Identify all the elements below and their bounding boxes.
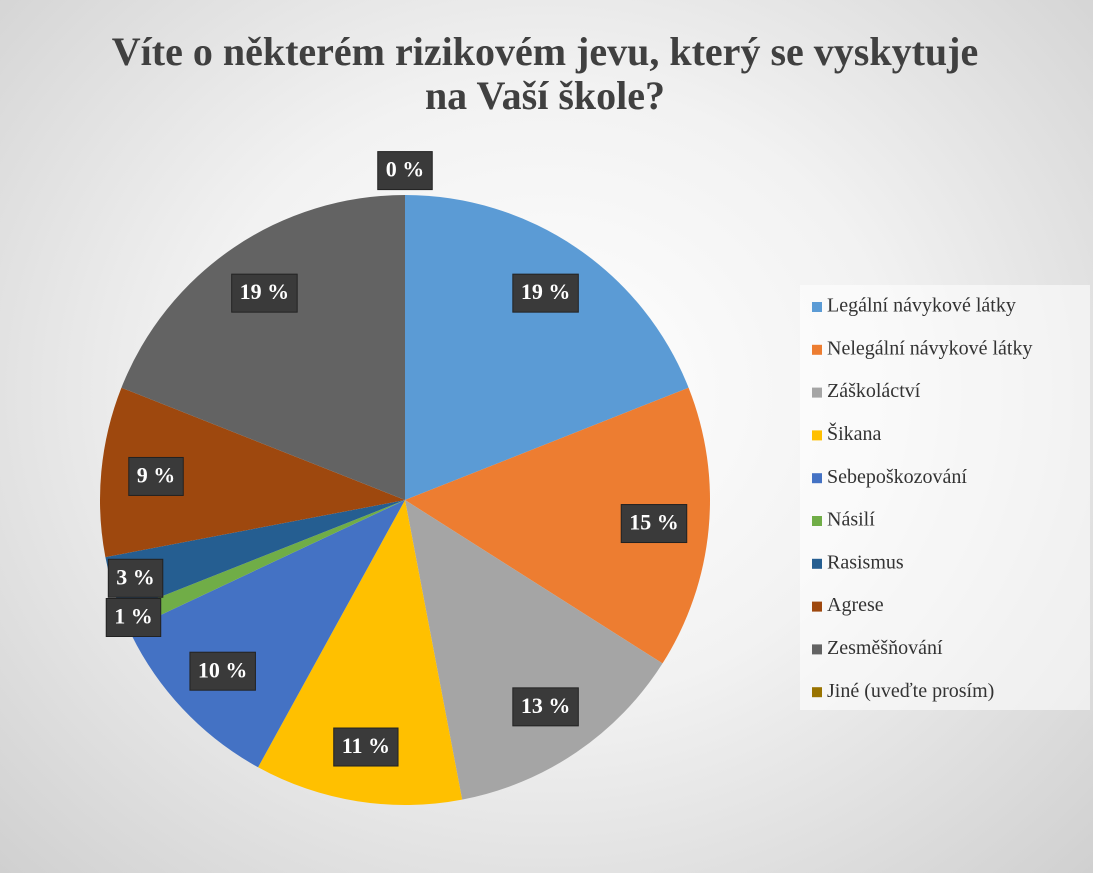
legend-swatch bbox=[812, 344, 822, 355]
legend-label: Jiné (uveďte prosím) bbox=[827, 680, 994, 702]
pie-slice bbox=[121, 500, 405, 630]
data-label-box bbox=[512, 687, 579, 727]
legend-label: Sebepoškozování bbox=[827, 466, 967, 488]
data-label-box bbox=[512, 273, 579, 313]
legend-swatch bbox=[812, 644, 822, 655]
data-label: 9 % bbox=[137, 463, 176, 488]
data-label-box bbox=[377, 151, 433, 191]
data-label-box bbox=[128, 456, 184, 496]
legend-swatch bbox=[812, 558, 822, 569]
legend-label: Šikana bbox=[827, 421, 882, 445]
legend-label: Rasismus bbox=[827, 551, 904, 573]
legend-label: Legální návykové látky bbox=[827, 295, 1016, 317]
data-label: 19 % bbox=[521, 279, 571, 304]
data-label: 15 % bbox=[629, 510, 679, 535]
legend-label: Agrese bbox=[827, 594, 884, 616]
pie-slice bbox=[258, 500, 463, 805]
data-label-box bbox=[189, 651, 256, 691]
data-label: 11 % bbox=[342, 733, 390, 758]
pie-slice bbox=[405, 387, 710, 664]
legend-swatch bbox=[812, 516, 822, 526]
data-label-box bbox=[107, 558, 164, 598]
pie-slice bbox=[405, 195, 689, 500]
pie-slice bbox=[129, 500, 405, 768]
legend-label: Nelegální návykové látky bbox=[827, 337, 1033, 359]
legend-label: Zesměšňování bbox=[827, 637, 943, 659]
data-label: 19 % bbox=[240, 279, 290, 304]
legend-box bbox=[800, 285, 1090, 710]
legend-label: Záškoláctví bbox=[827, 380, 921, 402]
legend-swatch bbox=[812, 430, 822, 441]
data-label-box bbox=[333, 727, 399, 767]
chart-title: Víte o některém rizikovém jevu, který se… bbox=[111, 29, 979, 118]
pie-slice bbox=[121, 195, 405, 500]
data-label: 10 % bbox=[198, 657, 248, 682]
pie-slice bbox=[405, 500, 663, 800]
data-label: 0 % bbox=[386, 157, 425, 182]
data-label-box bbox=[231, 273, 298, 313]
data-label-box bbox=[620, 504, 688, 544]
legend-swatch bbox=[812, 601, 822, 612]
legend-swatch bbox=[812, 473, 822, 484]
data-label: 3 % bbox=[116, 564, 155, 589]
pie-slice bbox=[105, 500, 405, 613]
data-label-box bbox=[105, 597, 162, 637]
legend-label: Násilí bbox=[827, 509, 875, 531]
legend-swatch bbox=[812, 302, 822, 312]
pie-slice bbox=[99, 387, 405, 558]
legend-swatch bbox=[812, 387, 822, 398]
legend-swatch bbox=[812, 687, 822, 698]
data-label: 13 % bbox=[521, 693, 571, 718]
data-label: 1 % bbox=[114, 604, 153, 629]
